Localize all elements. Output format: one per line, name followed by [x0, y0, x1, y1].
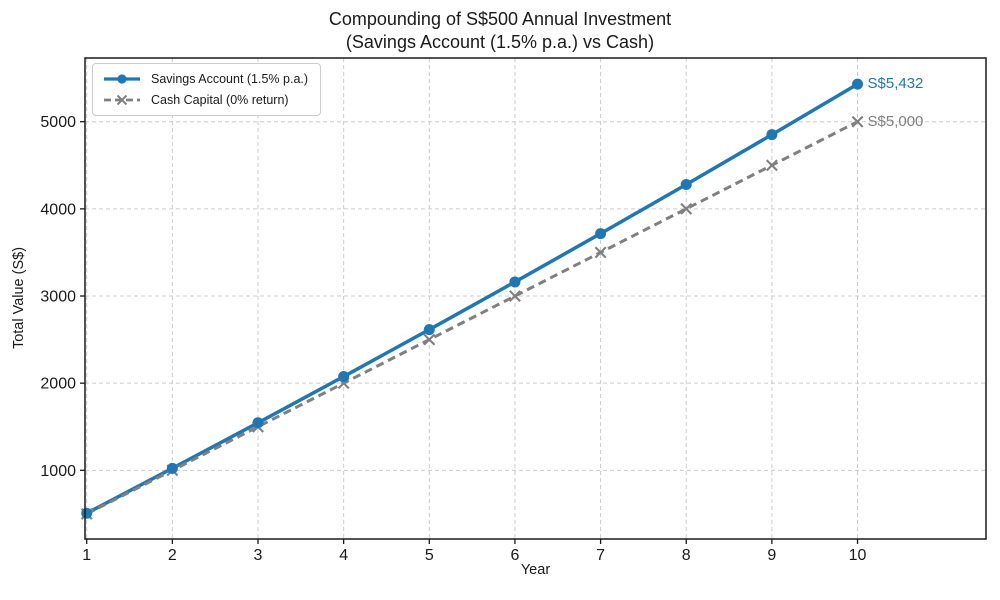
y-tick-label: 1000	[40, 463, 76, 480]
x-tick-label: 10	[849, 547, 867, 564]
marker-x-cash	[851, 115, 864, 128]
legend-label-cash: Cash Capital (0% return)	[151, 93, 289, 107]
legend-item-cash: Cash Capital (0% return)	[103, 93, 308, 107]
legend: Savings Account (1.5% p.a.) Cash Capital…	[92, 63, 322, 116]
chart-title-line1: Compounding of S$500 Annual Investment	[328, 9, 672, 29]
y-tick-label: 3000	[40, 289, 76, 306]
plot-box-spines	[84, 57, 987, 540]
y-tick-label: 2000	[40, 376, 76, 393]
x-tick-label: 2	[168, 547, 177, 564]
series-line-cash	[86, 120, 859, 516]
chart-title-line2: (Savings Account (1.5% p.a.) vs Cash)	[345, 32, 655, 52]
legend-swatch-solid-circle-icon	[104, 74, 140, 84]
x-tick-label: 7	[596, 547, 605, 564]
marker-circle-savings	[766, 129, 778, 141]
marker-circle-savings	[509, 276, 521, 288]
legend-label-savings: Savings Account (1.5% p.a.)	[151, 72, 309, 86]
marker-circle-savings	[423, 324, 435, 336]
marker-x-cash	[680, 202, 693, 215]
series-line-savings	[84, 82, 860, 515]
y-tick-label: 5000	[40, 114, 76, 131]
marker-x-cash	[765, 159, 778, 172]
x-tick-label: 6	[510, 547, 519, 564]
end-value-label-savings: S$5,432	[867, 75, 924, 93]
x-tick-label: 9	[767, 547, 776, 564]
marker-circle-savings	[81, 507, 93, 519]
x-tick-label: 5	[425, 547, 434, 564]
marker-x-cash	[509, 290, 521, 302]
legend-item-savings: Savings Account (1.5% p.a.)	[103, 72, 308, 86]
marker-circle-savings	[252, 417, 264, 429]
marker-circle-savings	[852, 78, 864, 90]
marker-x-cash	[423, 333, 436, 346]
marker-circle-savings	[680, 178, 692, 190]
marker-circle-savings	[166, 462, 178, 474]
y-tick-label: 4000	[40, 201, 76, 218]
x-tick-label: 4	[339, 547, 348, 564]
x-tick-label: 1	[82, 547, 91, 564]
marker-x-cash	[594, 246, 607, 259]
chart-title: Compounding of S$500 Annual Investment (…	[0, 8, 1000, 54]
end-value-label-cash: S$5,000	[867, 112, 924, 130]
x-tick-label: 3	[254, 547, 263, 564]
marker-circle-savings	[338, 371, 350, 383]
marker-circle-savings	[595, 228, 607, 240]
x-axis-label: Year	[520, 562, 551, 578]
legend-swatch-dashed-x-icon	[104, 94, 140, 106]
x-tick-label: 8	[682, 547, 691, 564]
